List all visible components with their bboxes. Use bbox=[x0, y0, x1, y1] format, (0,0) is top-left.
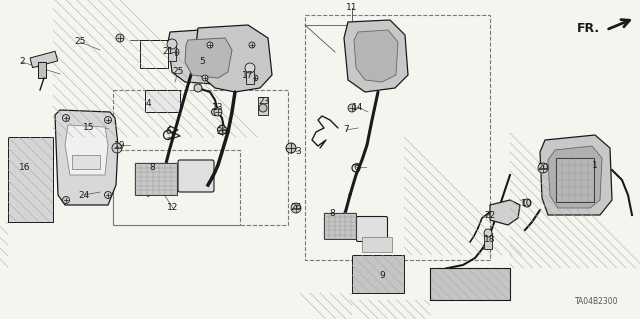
Circle shape bbox=[211, 108, 218, 115]
Bar bbox=[362, 237, 392, 252]
Circle shape bbox=[194, 84, 202, 92]
Text: 17: 17 bbox=[243, 71, 253, 80]
Bar bbox=[324, 213, 356, 239]
Bar bbox=[258, 97, 268, 115]
Circle shape bbox=[214, 108, 222, 116]
Circle shape bbox=[291, 203, 301, 213]
Bar bbox=[135, 163, 177, 195]
Text: 21: 21 bbox=[163, 48, 173, 56]
Circle shape bbox=[219, 125, 225, 131]
Bar bbox=[352, 255, 404, 293]
Circle shape bbox=[116, 34, 124, 42]
Text: 26: 26 bbox=[216, 128, 228, 137]
Bar bbox=[430, 268, 510, 300]
Text: 2: 2 bbox=[19, 57, 25, 66]
Text: 11: 11 bbox=[346, 4, 358, 12]
Bar bbox=[8, 137, 53, 222]
Circle shape bbox=[484, 229, 492, 237]
Circle shape bbox=[218, 125, 227, 135]
Circle shape bbox=[249, 42, 255, 48]
Bar bbox=[246, 68, 254, 84]
Bar bbox=[113, 150, 240, 225]
Polygon shape bbox=[168, 28, 240, 85]
Text: 9: 9 bbox=[379, 271, 385, 279]
Text: 14: 14 bbox=[352, 102, 364, 112]
Circle shape bbox=[171, 48, 179, 56]
Polygon shape bbox=[344, 20, 408, 92]
Text: 8: 8 bbox=[149, 164, 155, 173]
Text: 16: 16 bbox=[19, 164, 31, 173]
Bar bbox=[30, 51, 58, 68]
Text: 6: 6 bbox=[165, 128, 171, 137]
Circle shape bbox=[259, 104, 267, 112]
Polygon shape bbox=[490, 200, 520, 225]
FancyBboxPatch shape bbox=[356, 217, 387, 241]
Circle shape bbox=[245, 63, 255, 73]
Text: 19: 19 bbox=[115, 140, 125, 150]
Text: 10: 10 bbox=[521, 198, 532, 207]
Circle shape bbox=[112, 143, 122, 153]
Circle shape bbox=[63, 115, 70, 122]
Text: 18: 18 bbox=[484, 235, 496, 244]
Text: 23: 23 bbox=[259, 97, 269, 106]
Text: 1: 1 bbox=[592, 160, 598, 169]
Bar bbox=[38, 62, 46, 78]
Text: 3: 3 bbox=[295, 147, 301, 157]
Text: TA04B2300: TA04B2300 bbox=[575, 297, 618, 306]
Bar bbox=[484, 233, 492, 249]
Bar bbox=[140, 40, 168, 68]
Text: 7: 7 bbox=[343, 125, 349, 135]
Circle shape bbox=[286, 143, 296, 153]
Circle shape bbox=[63, 197, 70, 204]
Text: 20: 20 bbox=[538, 164, 548, 173]
Bar bbox=[145, 90, 180, 112]
Circle shape bbox=[202, 75, 208, 81]
Text: 22: 22 bbox=[484, 211, 495, 219]
Text: 25: 25 bbox=[74, 38, 86, 47]
Text: 25: 25 bbox=[172, 68, 184, 77]
Circle shape bbox=[348, 104, 356, 112]
Circle shape bbox=[523, 199, 531, 207]
Text: 12: 12 bbox=[167, 204, 179, 212]
Polygon shape bbox=[548, 146, 602, 208]
Polygon shape bbox=[196, 25, 272, 92]
Bar bbox=[430, 268, 510, 300]
Polygon shape bbox=[185, 38, 232, 78]
Bar bbox=[72, 155, 100, 169]
Bar bbox=[113, 90, 288, 225]
Circle shape bbox=[167, 39, 177, 49]
Polygon shape bbox=[65, 125, 108, 175]
Text: 24: 24 bbox=[78, 190, 90, 199]
Text: 6: 6 bbox=[353, 162, 359, 172]
Bar bbox=[168, 45, 176, 61]
Polygon shape bbox=[55, 110, 118, 205]
Text: 4: 4 bbox=[145, 99, 151, 108]
Text: 15: 15 bbox=[83, 123, 95, 132]
Text: 5: 5 bbox=[199, 57, 205, 66]
Circle shape bbox=[207, 42, 213, 48]
Polygon shape bbox=[354, 30, 398, 82]
Bar bbox=[305, 15, 490, 260]
Bar bbox=[556, 158, 594, 202]
Circle shape bbox=[104, 191, 111, 198]
Circle shape bbox=[252, 75, 258, 81]
Text: 8: 8 bbox=[329, 209, 335, 218]
Text: FR.: FR. bbox=[577, 21, 600, 34]
Polygon shape bbox=[540, 135, 612, 215]
Circle shape bbox=[104, 116, 111, 123]
Circle shape bbox=[538, 163, 548, 173]
Text: 26: 26 bbox=[291, 204, 301, 212]
FancyBboxPatch shape bbox=[178, 160, 214, 192]
Text: 13: 13 bbox=[212, 102, 224, 112]
